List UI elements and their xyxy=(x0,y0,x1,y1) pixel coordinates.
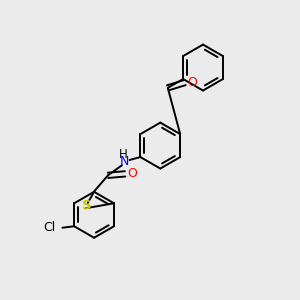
Text: S: S xyxy=(82,200,91,212)
Text: O: O xyxy=(128,167,137,180)
Text: H: H xyxy=(119,148,128,161)
Text: N: N xyxy=(119,155,129,168)
Text: O: O xyxy=(187,76,197,89)
Text: Cl: Cl xyxy=(43,221,55,234)
